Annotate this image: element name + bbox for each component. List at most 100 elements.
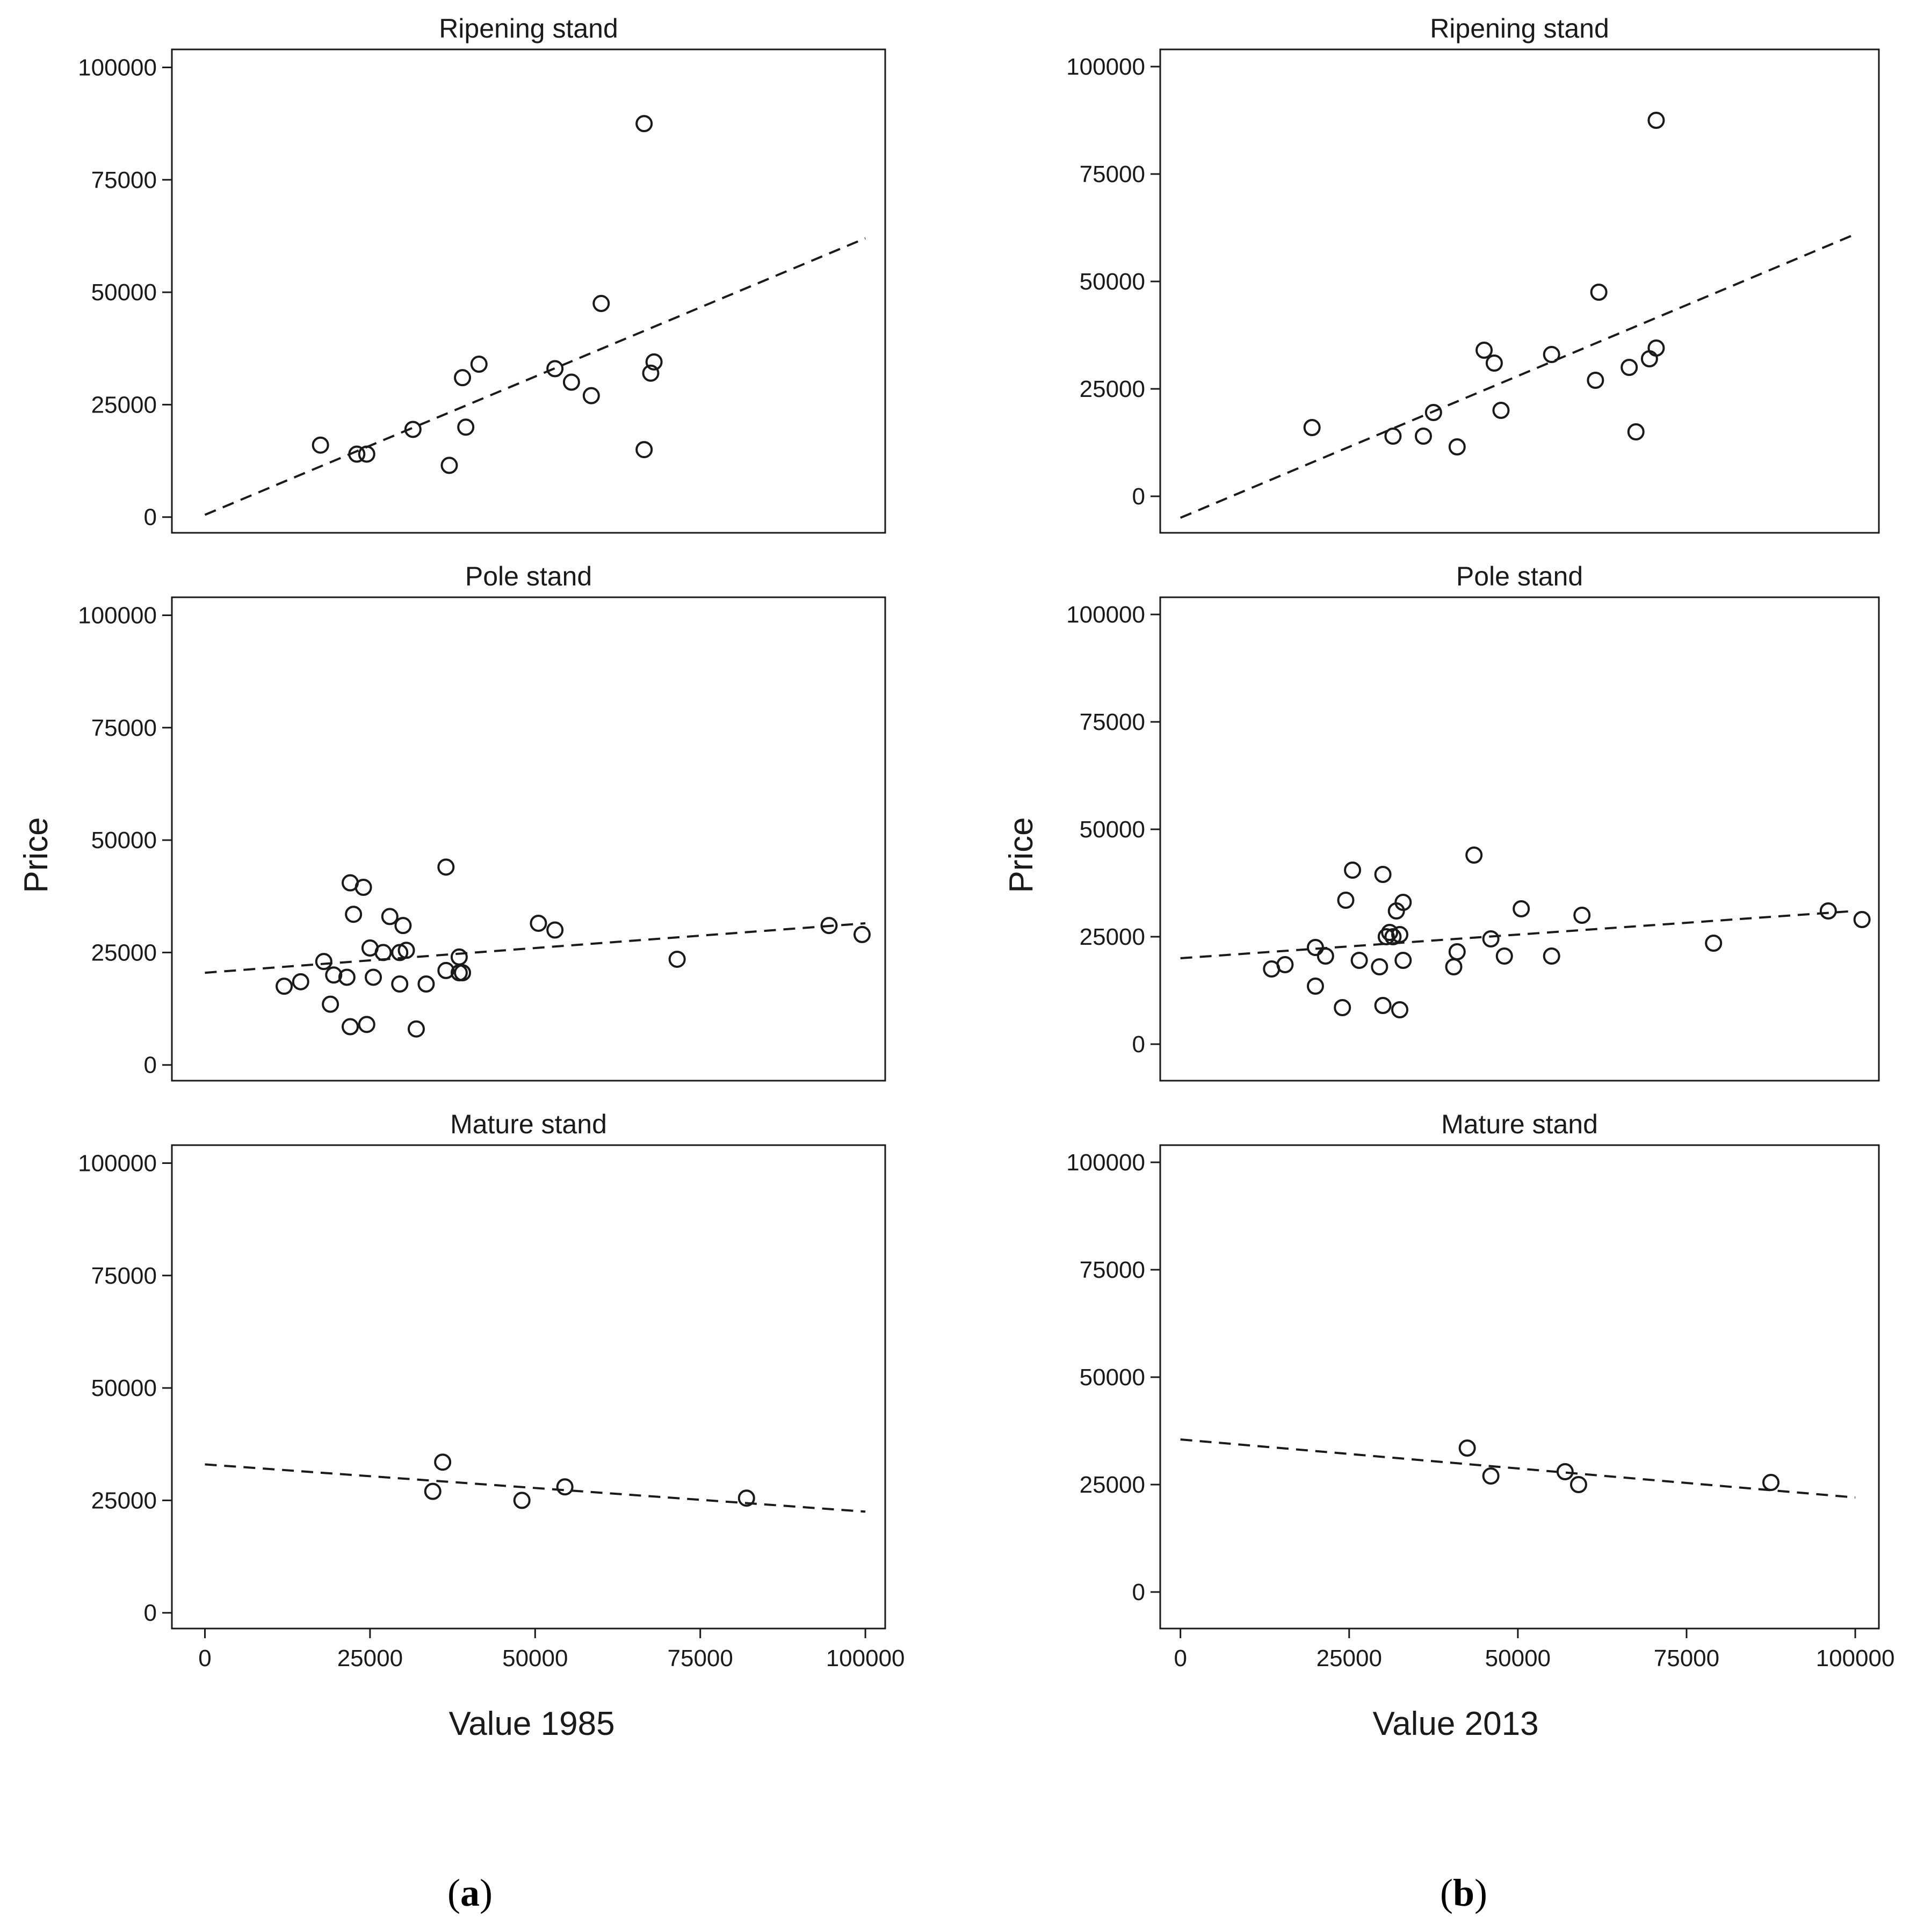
panel-b-5-ytick-label-3: 75000 (1080, 1257, 1145, 1283)
panel-a-2-ytick-label-3: 75000 (91, 715, 157, 741)
panel-b-3-point-6 (1337, 892, 1355, 909)
panel-b-1-point-4 (1448, 438, 1466, 455)
panel-a-0-point-11 (592, 295, 610, 313)
panel-b-5-title: Mature stand (1441, 1109, 1598, 1139)
panel-b-5-xtick-label-3: 75000 (1654, 1645, 1719, 1671)
panel-b-3-point-10 (1374, 866, 1392, 883)
panel-b-5-xtick-label-2: 50000 (1485, 1645, 1551, 1671)
panel-b-3-point-25 (1513, 900, 1530, 917)
panel-a-4-xtick-label-3: 75000 (668, 1645, 733, 1671)
panel-a-2-point-22 (437, 858, 455, 876)
panel-b-1-point-8 (1543, 346, 1560, 363)
panel-b-1-frame (1159, 48, 1880, 534)
panel-a-4-point-1 (434, 1453, 452, 1471)
panel-a-2-y-axis-title: Price (18, 817, 55, 893)
panel-a-0-ytick-label-4: 100000 (78, 54, 157, 81)
panel-a-0-point-5 (454, 369, 472, 387)
panel-a-4-title: Mature stand (450, 1109, 607, 1139)
panel-a-2-point-1 (292, 973, 309, 990)
panel-b-1-fit-line (1180, 233, 1856, 519)
panel-a-2-point-17 (394, 917, 412, 935)
panel-b-1-point-1 (1384, 428, 1402, 445)
panel-a-0-ytick-label-1: 25000 (91, 392, 157, 418)
panel-b-1-ytick-label-3: 75000 (1080, 161, 1145, 187)
panel-b-3-ytick-label-4: 100000 (1066, 602, 1145, 628)
panel-b-5-fit-line (1180, 1438, 1856, 1499)
panel-a-2-point-7 (342, 1018, 359, 1036)
panel-a-2-point-18 (397, 942, 415, 959)
panel-b-3-point-16 (1391, 926, 1408, 943)
panel-b-3-ytick-label-1: 25000 (1080, 924, 1145, 950)
panel-b-1-point-0 (1303, 419, 1321, 436)
subfigure-label-b: (b) (1440, 1871, 1487, 1914)
panel-b-3-point-12 (1377, 928, 1395, 945)
panel-b-1-point-9 (1587, 372, 1604, 389)
panel-a-2-point-3 (322, 995, 339, 1013)
panel-b-1-point-10 (1590, 284, 1608, 301)
panel-b-3-point-24 (1495, 947, 1513, 965)
panel-a-4-ytick-label-0: 0 (144, 1600, 157, 1626)
panel-a-0-point-15 (645, 353, 663, 371)
panel-b-5-point-3 (1569, 1476, 1587, 1493)
panel-b-3-point-21 (1448, 943, 1466, 960)
panel-a-2-point-29 (820, 917, 838, 935)
panel-b-3-point-27 (1573, 907, 1591, 924)
panel-b-1-point-2 (1414, 428, 1432, 445)
panel-b-5-x-axis-title: Value 2013 (1372, 1705, 1538, 1742)
panel-a-0-point-4 (440, 457, 458, 474)
panel-b-5-xtick-label-1: 25000 (1317, 1645, 1382, 1671)
panel-a-0-ytick-label-3: 75000 (91, 167, 157, 193)
panel-b-3-point-18 (1394, 894, 1412, 911)
panel-a-2-point-9 (355, 879, 372, 896)
panel-a-4-x-axis-title: Value 1985 (449, 1705, 614, 1742)
panel-b-3-point-28 (1705, 935, 1723, 952)
panel-a-2-ytick-label-4: 100000 (78, 602, 157, 628)
panel-a-2-point-23 (450, 948, 468, 966)
panel-b-3-point-26 (1543, 947, 1560, 965)
subfigure-label-a: (a) (447, 1871, 493, 1914)
panel-b-5-point-2 (1556, 1463, 1574, 1480)
panel-a-2-title: Pole stand (465, 561, 592, 591)
panel-b-1-point-12 (1627, 423, 1645, 440)
panel-a-4-ytick-label-2: 50000 (91, 1375, 157, 1401)
panel-a-0-point-14 (642, 364, 660, 382)
panel-a-4-point-2 (513, 1492, 531, 1509)
panel-a-2-ytick-label-2: 50000 (91, 827, 157, 853)
panel-b-5-point-0 (1458, 1439, 1476, 1457)
panel-a-0-point-13 (635, 441, 653, 459)
panel-b-5-ytick-label-2: 50000 (1080, 1364, 1145, 1391)
panel-a-0-point-9 (562, 373, 580, 391)
panel-b-3-point-23 (1482, 930, 1500, 947)
panel-a-0-fit-line (204, 237, 866, 516)
panel-a-2-ytick-label-0: 0 (144, 1052, 157, 1079)
panel-a-4-xtick-label-0: 0 (198, 1645, 211, 1671)
panel-b-3-point-3 (1306, 978, 1324, 995)
panel-b-5-frame (1159, 1144, 1880, 1630)
panel-a-2-point-0 (276, 978, 293, 995)
panel-a-2-frame (171, 596, 886, 1082)
panel-b-3-point-19 (1394, 952, 1412, 969)
panel-b-3-point-30 (1853, 911, 1871, 928)
panel-b-5-point-4 (1762, 1474, 1780, 1491)
panel-a-2-point-10 (358, 1016, 375, 1033)
panel-a-4-ytick-label-4: 100000 (78, 1150, 157, 1176)
panel-a-2-point-16 (391, 975, 409, 993)
panel-a-4-point-4 (737, 1489, 755, 1507)
panel-a-2-point-13 (374, 944, 392, 961)
panel-b-3-point-8 (1350, 952, 1368, 969)
panel-a-2-point-20 (417, 975, 435, 993)
panel-a-2-point-19 (407, 1020, 425, 1038)
panel-b-3-fit-line (1180, 910, 1856, 959)
panel-a-0-point-1 (348, 445, 366, 463)
panel-b-1-title: Ripening stand (1430, 13, 1609, 44)
panel-b-3-point-11 (1374, 997, 1392, 1014)
panel-a-2-point-5 (338, 968, 356, 986)
panel-a-4-point-0 (424, 1482, 442, 1500)
panel-b-1-ytick-label-0: 0 (1132, 483, 1145, 510)
panel-b-1-point-6 (1485, 354, 1503, 372)
panel-a-0-point-3 (404, 421, 422, 438)
panel-b-3-ytick-label-2: 50000 (1080, 816, 1145, 843)
panel-b-1-ytick-label-2: 50000 (1080, 269, 1145, 295)
panel-a-0-point-2 (358, 445, 375, 463)
panel-b-5-ytick-label-4: 100000 (1066, 1149, 1145, 1176)
